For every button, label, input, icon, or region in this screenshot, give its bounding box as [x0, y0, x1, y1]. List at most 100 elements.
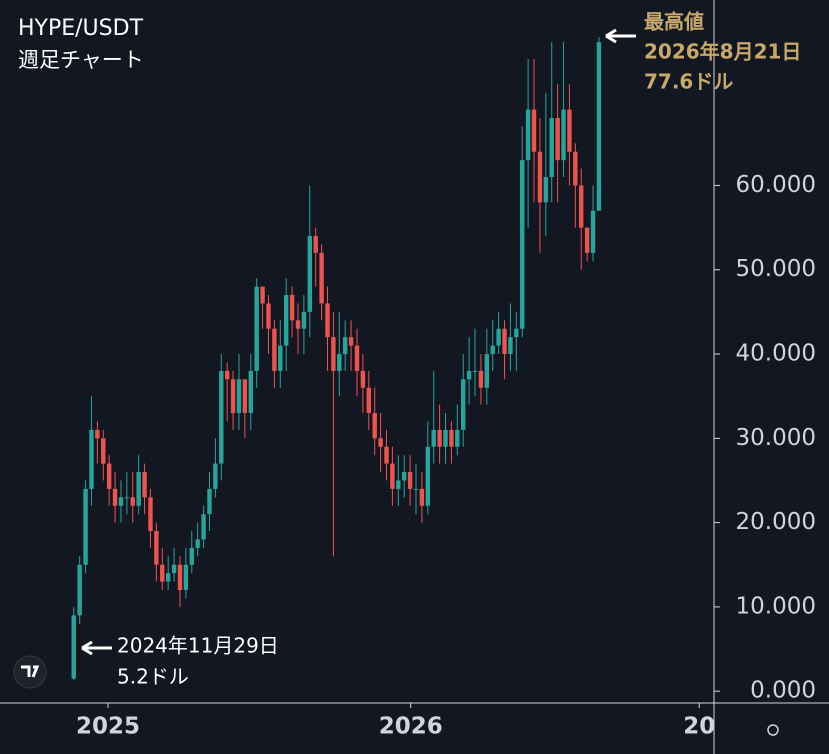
candle-body: [124, 497, 130, 499]
candle-body: [413, 488, 419, 490]
candle-body: [437, 429, 442, 447]
candle-body: [207, 488, 212, 515]
annotation-title: 最高値: [644, 10, 704, 34]
logo-mark: [21, 665, 40, 678]
candle-body: [531, 109, 537, 152]
tv-logo: [13, 655, 47, 689]
candle-body: [384, 446, 389, 464]
candle-body: [425, 446, 431, 506]
candle-body: [101, 438, 106, 464]
annotation-date: 2024年11月29日: [117, 634, 279, 658]
candle-body: [254, 286, 259, 371]
candle-body: [490, 345, 495, 355]
low-annotation: 2024年11月29日 5.2ドル: [81, 634, 279, 689]
candle-body: [567, 109, 572, 152]
candle-body: [201, 514, 206, 540]
candle-body: [342, 337, 348, 355]
arrow: [81, 640, 112, 656]
candle-body: [266, 303, 271, 329]
candle-body: [165, 573, 171, 582]
candle-body: [295, 320, 301, 329]
candle-body: [402, 472, 407, 481]
candle-body: [466, 370, 472, 380]
candle-body: [455, 429, 460, 447]
candle-body: [272, 328, 277, 371]
candle-body: [148, 497, 153, 532]
annotation-price: 5.2ドル: [117, 665, 189, 689]
arrow: [605, 28, 636, 44]
candle-body: [307, 236, 312, 312]
y-tick-label: 40.000: [736, 341, 816, 367]
candle-body: [378, 438, 383, 447]
candle-body: [549, 118, 554, 178]
candle-body: [130, 497, 135, 506]
candle-body: [260, 286, 265, 304]
candle-body: [543, 177, 549, 203]
candle-body: [118, 497, 124, 506]
candle-body: [142, 472, 147, 498]
candle-body: [136, 472, 141, 506]
candle-body: [313, 236, 318, 253]
candle-body: [283, 295, 289, 346]
candle-body: [508, 337, 513, 355]
annotation-date: 2026年8月21日: [644, 40, 801, 64]
candle-body: [242, 379, 248, 414]
candle-body: [449, 429, 454, 447]
candle-body: [337, 354, 342, 371]
chart-subtitle: 週足チャート: [18, 48, 144, 72]
annotation-price: 77.6ドル: [644, 70, 733, 94]
y-tick-label: 10.000: [736, 593, 816, 619]
candle-body: [590, 210, 596, 253]
candle-body: [407, 472, 413, 489]
candle-body: [219, 370, 224, 464]
candle-body: [106, 463, 112, 489]
candle-body: [372, 413, 377, 439]
candle-body: [354, 345, 360, 371]
candle-body: [189, 547, 194, 565]
candle-body: [331, 337, 336, 371]
candle-body: [236, 379, 242, 414]
y-tick-label: 50.000: [736, 256, 816, 282]
candle-body: [160, 564, 165, 582]
candle-body: [171, 564, 177, 574]
candle-body: [472, 370, 478, 372]
candle-body: [77, 564, 82, 616]
x-tick-label: 2026: [379, 714, 443, 740]
y-tick-label: 0.000: [750, 678, 816, 704]
candle-body: [183, 564, 189, 591]
candle-body: [213, 463, 218, 489]
x-tick-label: 2025: [76, 714, 140, 740]
candle-body: [584, 227, 590, 253]
settings-icon[interactable]: [767, 724, 779, 736]
candle-body: [325, 303, 330, 338]
candle-body: [248, 370, 253, 414]
candle-body: [419, 488, 425, 506]
high-annotation: 最高値 2026年8月21日 77.6ドル: [605, 10, 801, 94]
candle-body: [525, 109, 531, 161]
candle-body: [278, 345, 283, 371]
candle-body: [289, 295, 295, 321]
candle-body: [230, 379, 236, 414]
candle-body: [366, 387, 372, 414]
chart-title: HYPE/USDT: [18, 16, 144, 41]
candle-body: [561, 109, 566, 161]
candle-body: [390, 463, 395, 489]
candle-body: [484, 354, 490, 388]
y-tick-label: 30.000: [736, 425, 816, 451]
candle-body: [520, 160, 525, 329]
candle-body: [555, 118, 560, 161]
candle-body: [83, 488, 88, 565]
candle-body: [348, 337, 354, 346]
candle-body: [89, 429, 94, 489]
candle-body: [461, 379, 466, 430]
x-tick-label: 20: [683, 714, 715, 740]
candle-body: [177, 564, 183, 591]
candle-body: [396, 480, 401, 489]
candle-body: [596, 42, 602, 211]
candle-body: [95, 429, 100, 439]
candle-body: [301, 311, 307, 329]
candle-body: [112, 488, 118, 506]
